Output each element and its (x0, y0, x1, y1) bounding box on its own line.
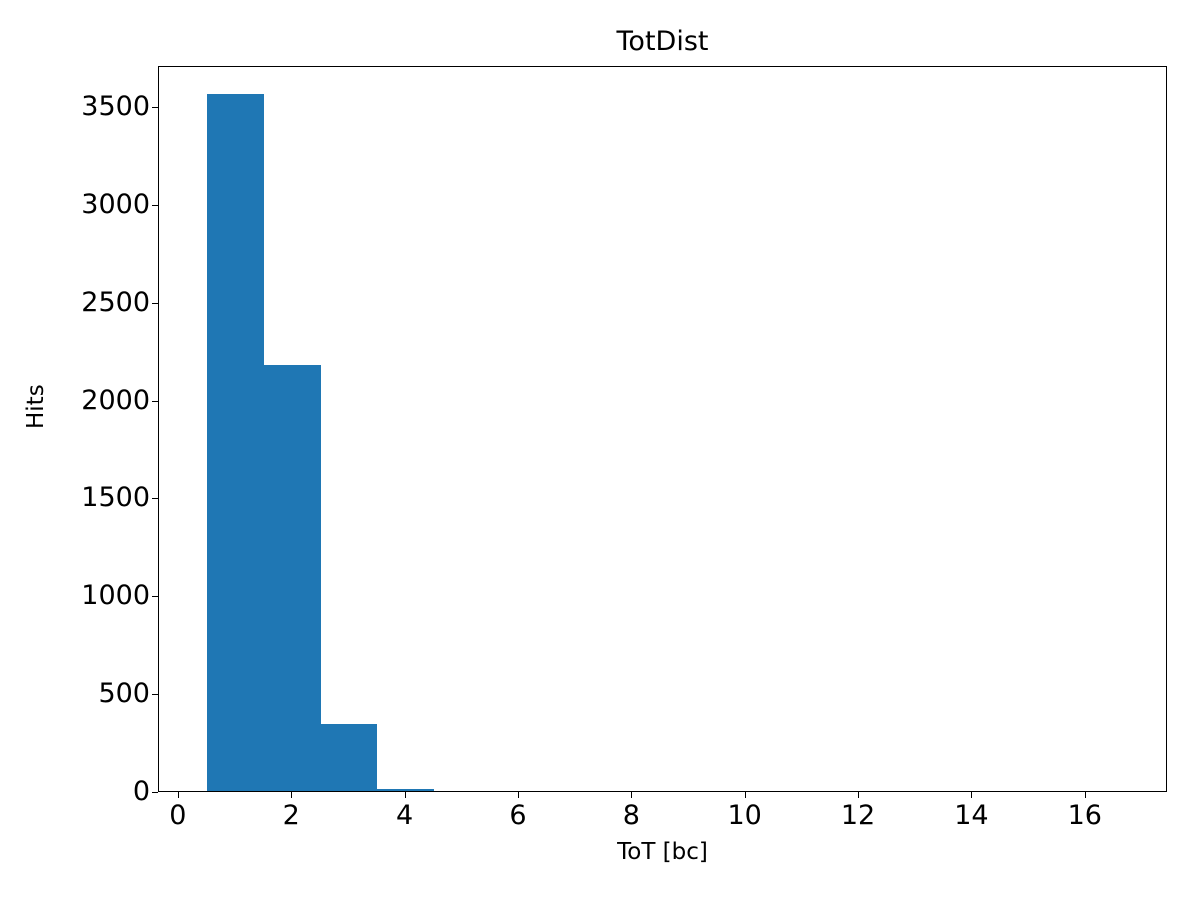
y-tick-label: 500 (98, 678, 150, 710)
y-axis-label: Hits (23, 384, 49, 429)
x-tick-label: 4 (395, 800, 414, 831)
x-tick-label: 0 (169, 800, 187, 831)
histogram-bar (320, 724, 378, 791)
x-tick-mark (517, 792, 519, 798)
x-tick-mark (177, 792, 179, 798)
x-tick-mark (744, 792, 746, 798)
y-tick-mark (152, 204, 158, 206)
x-axis-label: ToT [bc] (617, 839, 708, 865)
histogram-bar (207, 94, 264, 791)
y-tick-label: 0 (132, 776, 150, 807)
y-tick-label: 3500 (81, 91, 150, 123)
x-tick-mark (858, 792, 860, 798)
x-tick-label: 2 (282, 800, 300, 831)
x-tick-label: 6 (509, 800, 527, 831)
y-tick-mark (152, 400, 158, 402)
plot-axes (158, 66, 1167, 792)
x-tick-label: 10 (727, 800, 762, 831)
histogram-bars-container (159, 67, 1166, 791)
histogram-bar (377, 788, 434, 791)
x-tick-label: 14 (954, 800, 989, 831)
histogram-bar (263, 365, 321, 791)
y-tick-mark (152, 107, 158, 109)
y-tick-mark (152, 596, 158, 598)
y-tick-mark (152, 302, 158, 304)
chart-title: TotDist (616, 26, 709, 57)
x-tick-label: 16 (1067, 800, 1102, 831)
x-tick-mark (631, 792, 633, 798)
x-tick-mark (1084, 792, 1086, 798)
y-tick-mark (152, 498, 158, 500)
x-tick-mark (291, 792, 293, 798)
y-tick-label: 1000 (81, 580, 150, 612)
x-tick-label: 8 (622, 800, 640, 831)
y-tick-label: 2000 (81, 384, 150, 416)
y-tick-mark (152, 792, 158, 793)
y-tick-mark (152, 694, 158, 696)
x-tick-mark (404, 792, 406, 798)
y-tick-label: 1500 (81, 482, 150, 514)
y-tick-label: 3000 (81, 188, 150, 220)
y-tick-label: 2500 (81, 286, 150, 318)
x-tick-mark (971, 792, 973, 798)
x-tick-label: 12 (840, 800, 876, 831)
